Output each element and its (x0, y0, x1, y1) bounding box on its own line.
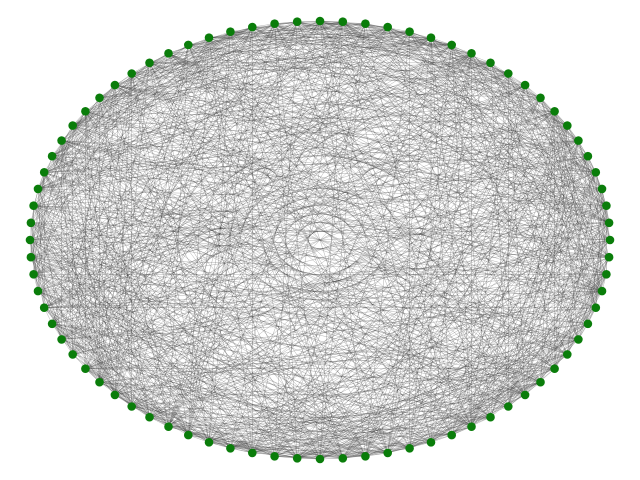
graph-node (574, 136, 583, 145)
graph-node (604, 218, 614, 228)
graph-node (248, 22, 257, 32)
graph-node (145, 412, 154, 422)
graph-node (591, 168, 601, 177)
graph-node (47, 151, 57, 161)
graph-node (95, 377, 104, 387)
graph-node (361, 19, 370, 29)
graph-node (68, 121, 77, 130)
graph-node (605, 235, 615, 245)
graph-node (504, 69, 513, 78)
graph-node (315, 16, 325, 26)
graph-node (520, 80, 530, 90)
graph-node (33, 286, 43, 296)
graph-node (405, 444, 414, 453)
graph-node (184, 40, 193, 50)
graph-node (29, 201, 38, 210)
graph-node (583, 151, 593, 161)
graph-node (226, 27, 235, 36)
graph-node (426, 33, 436, 42)
graph-node (226, 444, 235, 453)
graph-node (81, 364, 90, 374)
graph-node (39, 168, 49, 177)
graph-node (39, 303, 49, 313)
graph-node (95, 93, 104, 103)
graph-node (270, 452, 279, 461)
graph-node (467, 422, 476, 432)
graph-node (383, 22, 393, 32)
graph-node (602, 270, 611, 279)
graph-node (270, 19, 279, 29)
graph-node (536, 93, 545, 103)
graph-node (447, 430, 457, 440)
graph-node (486, 58, 495, 68)
edge-layer (29, 20, 611, 460)
graph-node (361, 452, 370, 461)
graph-node (26, 218, 36, 228)
graph-node (597, 184, 607, 194)
graph-node (467, 49, 476, 58)
graph-node (248, 448, 257, 458)
graph-node (68, 350, 77, 359)
graph-node (110, 390, 120, 400)
graph-node (57, 136, 66, 145)
graph-node (110, 80, 120, 90)
graph-node (447, 40, 457, 50)
graph-node (563, 350, 572, 359)
graph-edges (29, 20, 611, 460)
graph-node (602, 201, 611, 210)
graph-node (338, 454, 348, 463)
graph-node (184, 430, 193, 440)
graph-node (520, 390, 530, 400)
graph-node (25, 235, 35, 245)
graph-node (591, 303, 601, 313)
graph-node (597, 286, 607, 296)
graph-node (47, 319, 57, 329)
graph-node (204, 438, 214, 447)
graph-node (426, 438, 436, 447)
graph-node (604, 252, 614, 262)
graph-node (127, 402, 136, 411)
graph-node (583, 319, 593, 329)
graph-node (33, 184, 43, 194)
graph-node (315, 454, 325, 464)
graph-node (550, 107, 559, 116)
graph-node (145, 58, 154, 68)
graph-node (536, 377, 545, 387)
graph-node (26, 252, 36, 262)
graph-node (164, 49, 173, 58)
graph-node (550, 364, 559, 374)
graph-node (563, 121, 572, 130)
graph-node (164, 422, 173, 432)
graph-node (405, 27, 414, 36)
node-layer (25, 16, 615, 464)
graph-node (338, 17, 348, 27)
graph-node (57, 335, 66, 344)
graph-node (127, 69, 136, 78)
graph-node (383, 448, 393, 458)
graph-node (504, 402, 513, 411)
graph-node (81, 107, 90, 116)
graph-node (574, 335, 583, 344)
graph-node (486, 412, 495, 422)
graph-node (204, 33, 214, 42)
graph-node (292, 17, 302, 27)
graph-node (29, 270, 38, 279)
graph-node (292, 454, 302, 463)
